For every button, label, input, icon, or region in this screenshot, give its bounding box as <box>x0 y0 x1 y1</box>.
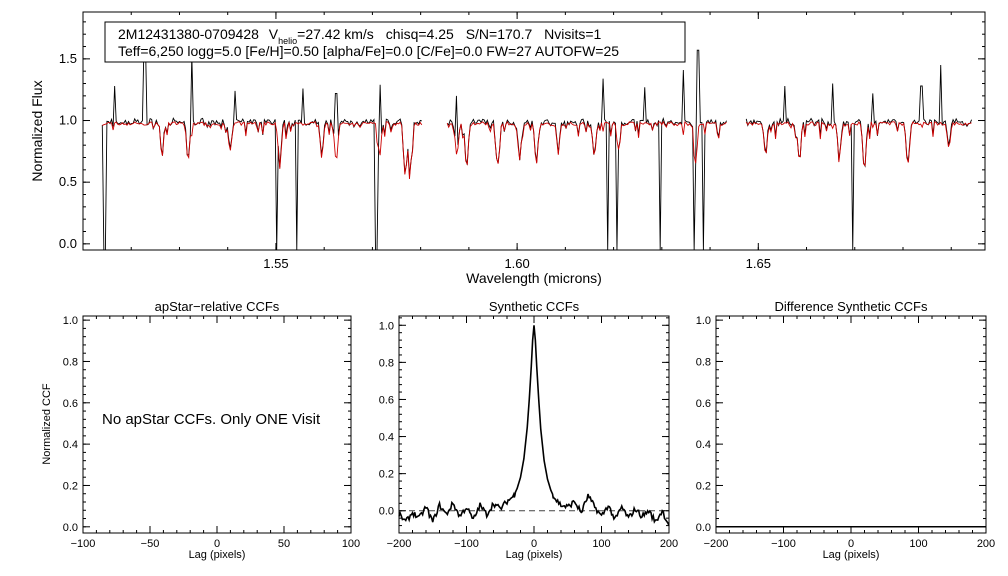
apstar-ccf-ytick-label: 1.0 <box>63 315 78 327</box>
synthetic-ccf-ytick-label: 0.8 <box>379 357 394 369</box>
apstar-ccf-xlabel: Lag (pixels) <box>189 549 246 561</box>
synthetic-ccf-ytick-label: 0.0 <box>379 506 394 518</box>
synthetic-spectrum-line <box>745 121 972 167</box>
apstar-ccf-ylabel: Normalized CCF <box>41 383 53 465</box>
spectrum-xtick-label: 1.60 <box>504 256 529 271</box>
difference-ccf-frame <box>715 315 987 534</box>
spectrum-ticks: 1.55 1.60 1.65 0.0 0.5 1.0 1.5 <box>59 12 985 271</box>
apstar-ccf-xtick-label: −100 <box>71 538 96 550</box>
synthetic-ccf-title: Synthetic CCFs <box>489 299 580 314</box>
star-id: 2M12431380-0709428 <box>118 26 259 42</box>
difference-ccf-ytick-label: 0.0 <box>696 522 711 534</box>
difference-ccf-xlabel: Lag (pixels) <box>823 549 880 561</box>
apstar-ccf-ticks: −100 −50 0 50 100 0.0 0.2 0.4 0.6 0.8 1.0 <box>63 315 360 550</box>
synthetic-ccf-xtick-label: −100 <box>454 538 479 550</box>
difference-ccf-panel: Difference Synthetic CCFs −200 −100 0 100 20… <box>696 299 995 561</box>
synthetic-spectrum-line <box>446 120 727 166</box>
difference-ccf-xtick-label: 200 <box>977 538 995 550</box>
synthetic-ccf-plot-area <box>398 325 670 526</box>
apstar-ccf-title: apStar−relative CCFs <box>155 299 280 314</box>
observed-spectrum-line <box>101 43 422 251</box>
synthetic-ccf-xtick-label: 200 <box>660 538 678 550</box>
apstar-ccf-panel: apStar−relative CCFs −100 −50 0 50 100 0.0 0.2… <box>41 299 360 561</box>
vhelio-value: =27.42 km/s <box>297 26 374 42</box>
apstar-ccf-xtick-label: 100 <box>342 538 360 550</box>
spectrum-ytick-label: 0.5 <box>59 174 77 189</box>
synthetic-ccf-xlabel: Lag (pixels) <box>506 549 563 561</box>
apstar-ccf-xtick-label: 0 <box>214 538 220 550</box>
synthetic-ccf-ytick-label: 0.6 <box>379 394 394 406</box>
info-line-2: Teff=6,250 logg=5.0 [Fe/H]=0.50 [alpha/F… <box>118 43 619 59</box>
spectrum-ylabel: Normalized Flux <box>29 80 45 181</box>
spectrum-xtick-label: 1.65 <box>746 256 771 271</box>
apstar-ccf-xtick-label: 50 <box>278 538 290 550</box>
apstar-ccf-ytick-label: 0.6 <box>63 398 78 410</box>
synthetic-ccf-xtick-label: 0 <box>531 538 537 550</box>
apstar-ccf-annotation: No apStar CCFs. Only ONE Visit <box>102 411 321 428</box>
vhelio-subscript: helio <box>278 36 297 46</box>
difference-ccf-ytick-label: 1.0 <box>696 315 711 327</box>
spectrum-xlabel: Wavelength (microns) <box>466 270 602 286</box>
difference-ccf-xtick-label: 0 <box>848 538 854 550</box>
apstar-ccf-ytick-label: 0.4 <box>63 439 78 451</box>
difference-ccf-ytick-label: 0.6 <box>696 398 711 410</box>
synthetic-ccf-ticks: −200 −100 0 100 200 0.0 0.2 0.4 0.6 0.8 1.0 <box>379 316 678 550</box>
info-box-frame <box>104 21 686 63</box>
apstar-ccf-xtick-label: −50 <box>141 538 160 550</box>
spectrum-ytick-label: 1.0 <box>59 113 77 128</box>
synthetic-ccf-xtick-label: −200 <box>387 538 412 550</box>
info-box: 2M12431380-0709428 Vhelio=27.42 km/s chi… <box>104 21 686 63</box>
nvisits-value: Nvisits=1 <box>544 26 601 42</box>
synthetic-ccf-ytick-label: 1.0 <box>379 320 394 332</box>
spectrum-ytick-label: 1.5 <box>59 51 77 66</box>
vhelio-label: V <box>269 26 279 42</box>
difference-ccf-title: Difference Synthetic CCFs <box>775 299 928 314</box>
apstar-ccf-ytick-label: 0.0 <box>63 522 78 534</box>
difference-ccf-xtick-label: −100 <box>771 538 796 550</box>
synthetic-ccf-panel: Synthetic CCFs −200 −100 0 100 200 0.0 0.2 0.4 0… <box>379 299 678 561</box>
synthetic-ccf-line <box>398 325 670 526</box>
spectrum-ytick-label: 0.0 <box>59 236 77 251</box>
spectrum-panel: 1.55 1.60 1.65 0.0 0.5 1.0 1.5 Wavelength (mic… <box>29 11 986 286</box>
spectrum-frame <box>82 11 986 251</box>
difference-ccf-xtick-label: −200 <box>704 538 729 550</box>
synthetic-ccf-xtick-label: 100 <box>592 538 610 550</box>
difference-ccf-xtick-label: 100 <box>909 538 927 550</box>
synthetic-ccf-ytick-label: 0.4 <box>379 432 394 444</box>
spectrum-xtick-label: 1.55 <box>263 256 288 271</box>
observed-spectrum-line <box>745 65 973 251</box>
difference-ccf-ytick-label: 0.8 <box>696 356 711 368</box>
observed-spectrum-line <box>446 49 727 251</box>
snr-value: S/N=170.7 <box>466 26 533 42</box>
difference-ccf-ytick-label: 0.4 <box>696 439 711 451</box>
apstar-ccf-ytick-label: 0.2 <box>63 480 78 492</box>
apstar-ccf-ytick-label: 0.8 <box>63 356 78 368</box>
difference-ccf-ticks: −200 −100 0 100 200 0.0 0.2 0.4 0.6 0.8 1.0 <box>696 315 995 550</box>
difference-ccf-ytick-label: 0.2 <box>696 480 711 492</box>
chisq-value: chisq=4.25 <box>386 26 454 42</box>
synthetic-ccf-ytick-label: 0.2 <box>379 469 394 481</box>
synthetic-spectrum-line <box>102 121 423 180</box>
spectrum-plot-area <box>101 43 973 251</box>
synthetic-ccf-frame <box>398 315 670 534</box>
info-line-1: 2M12431380-0709428 Vhelio=27.42 km/s chi… <box>118 26 602 46</box>
